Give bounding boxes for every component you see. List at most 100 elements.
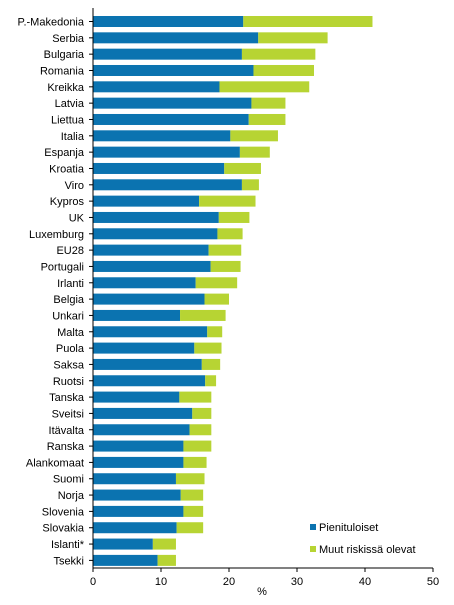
bar-sveitsi-muut [192, 407, 212, 419]
category-label-belgia: Belgia [53, 294, 84, 306]
bar-alankomaat-muut [183, 456, 207, 468]
category-label-p-makedonia: P.-Makedonia [18, 17, 85, 29]
bar-it-valta-pienituloiset [93, 424, 190, 436]
bar-kreikka-pienituloiset [93, 81, 220, 93]
legend-label-pienituloiset: Pienituloiset [319, 522, 378, 534]
bar-saksa-muut [201, 358, 221, 370]
bar-unkari-muut [180, 309, 226, 321]
category-labels: P.-Makedonia Serbia Bulgaria Romania Kreikka… [18, 17, 93, 567]
bar-kreikka-muut [219, 81, 310, 93]
x-tick-label-40: 40 [359, 576, 371, 588]
bar-serbia-pienituloiset [93, 32, 259, 44]
bar-liettua-pienituloiset [93, 113, 249, 125]
bar-islanti-muut [152, 538, 176, 550]
category-label-norja: Norja [58, 490, 85, 502]
bar-kypros-pienituloiset [93, 195, 200, 207]
legend-label-muut: Muut riskissä olevat [319, 544, 416, 556]
category-label-suomi: Suomi [53, 474, 84, 486]
category-label-unkari: Unkari [52, 310, 84, 322]
bar-alankomaat-pienituloiset [93, 456, 184, 468]
bar-puola-muut [194, 342, 222, 354]
bar-luxemburg-muut [217, 228, 243, 240]
bar-suomi-muut [175, 473, 205, 485]
category-label-kroatia: Kroatia [49, 163, 85, 175]
bar-ruotsi-muut [205, 375, 217, 387]
category-label-it-valta: Itävalta [49, 425, 85, 437]
category-label-tsekki: Tsekki [53, 555, 84, 567]
bar-irlanti-pienituloiset [93, 277, 196, 289]
bar-luxemburg-pienituloiset [93, 228, 218, 240]
x-axis: 0 10 20 30 40 50 [90, 8, 439, 588]
x-tick-label-0: 0 [90, 576, 96, 588]
category-label-saksa: Saksa [53, 359, 84, 371]
category-label-puola: Puola [56, 343, 85, 355]
x-tick-label-50: 50 [427, 576, 439, 588]
bar-viro-muut [241, 179, 259, 191]
bar-tsekki-muut [157, 554, 176, 566]
bar-ranska-pienituloiset [93, 440, 184, 452]
bar-kypros-muut [199, 195, 256, 207]
x-tick-label-20: 20 [223, 576, 235, 588]
category-label-luxemburg: Luxemburg [29, 229, 84, 241]
category-label-liettua: Liettua [51, 114, 85, 126]
bar-eu28-muut [208, 244, 242, 256]
bar-slovenia-muut [183, 505, 204, 517]
category-label-eu28: EU28 [56, 245, 84, 257]
category-label-islanti: Islanti* [51, 539, 85, 551]
bar-tanska-muut [179, 391, 212, 403]
bar-serbia-muut [258, 32, 328, 44]
bar-italia-muut [230, 130, 278, 142]
bar-irlanti-muut [195, 277, 238, 289]
bar-ruotsi-pienituloiset [93, 375, 206, 387]
bar-it-valta-muut [189, 424, 212, 436]
category-label-romania: Romania [40, 65, 85, 77]
bar-belgia-muut [204, 293, 229, 305]
bars-group [93, 16, 373, 566]
category-label-slovakia: Slovakia [42, 523, 84, 535]
category-label-kypros: Kypros [50, 196, 85, 208]
bar-belgia-pienituloiset [93, 293, 205, 305]
bar-puola-pienituloiset [93, 342, 195, 354]
bar-slovakia-pienituloiset [93, 522, 177, 534]
bar-portugali-muut [210, 260, 241, 272]
bar-bulgaria-muut [241, 48, 316, 60]
category-label-tanska: Tanska [49, 392, 85, 404]
legend: Pienituloiset Muut riskissä olevat [310, 522, 416, 556]
legend-swatch-muut [310, 546, 316, 552]
bar-suomi-pienituloiset [93, 473, 176, 485]
bar-malta-pienituloiset [93, 326, 208, 338]
category-label-espanja: Espanja [44, 147, 85, 159]
bar-slovakia-muut [176, 522, 204, 534]
category-label-italia: Italia [61, 131, 85, 143]
bar-sveitsi-pienituloiset [93, 407, 193, 419]
category-label-alankomaat: Alankomaat [26, 457, 84, 469]
bar-tanska-pienituloiset [93, 391, 180, 403]
bar-islanti-pienituloiset [93, 538, 153, 550]
x-tick-label-10: 10 [155, 576, 167, 588]
x-tick-label-30: 30 [291, 576, 303, 588]
bar-espanja-muut [239, 146, 270, 158]
bar-latvia-pienituloiset [93, 97, 252, 109]
category-label-ruotsi: Ruotsi [53, 376, 84, 388]
category-label-viro: Viro [65, 180, 84, 192]
bar-saksa-pienituloiset [93, 358, 202, 370]
bar-norja-pienituloiset [93, 489, 181, 501]
bar-liettua-muut [248, 113, 286, 125]
category-label-irlanti: Irlanti [57, 278, 84, 290]
category-label-bulgaria: Bulgaria [44, 49, 85, 61]
category-label-uk: UK [69, 212, 85, 224]
bar-norja-muut [180, 489, 204, 501]
bar-malta-muut [207, 326, 223, 338]
bar-ranska-muut [183, 440, 212, 452]
bar-eu28-pienituloiset [93, 244, 209, 256]
bar-italia-pienituloiset [93, 130, 231, 142]
bar-uk-muut [218, 211, 250, 223]
category-label-malta: Malta [57, 327, 85, 339]
category-label-ranska: Ranska [47, 441, 85, 453]
bar-romania-muut [253, 64, 314, 76]
bar-slovenia-pienituloiset [93, 505, 184, 517]
bar-kroatia-muut [224, 162, 261, 174]
category-label-kreikka: Kreikka [47, 82, 85, 94]
bar-espanja-pienituloiset [93, 146, 240, 158]
